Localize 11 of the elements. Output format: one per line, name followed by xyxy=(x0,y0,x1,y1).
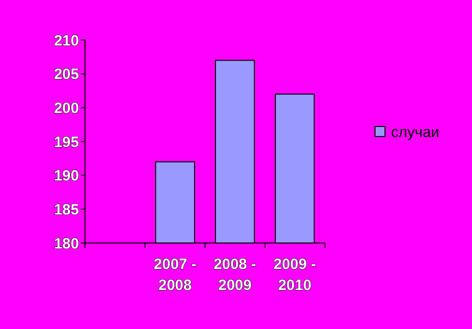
y-tick-label: 185 xyxy=(54,201,79,218)
y-tick-label: 195 xyxy=(54,134,79,151)
y-tick-label: 180 xyxy=(54,235,79,252)
y-tick-label: 190 xyxy=(54,168,79,185)
x-tick-label: 2008 - 2009 xyxy=(214,256,256,294)
y-tick-label: 210 xyxy=(54,32,79,50)
y-tick-label: 205 xyxy=(54,66,79,84)
x-tick-label: 2007 - 2008 xyxy=(154,256,196,294)
legend-label: случаи xyxy=(391,124,440,141)
y-tick-label: 200 xyxy=(54,100,79,117)
x-tick-label: 2009 - 2010 xyxy=(274,256,316,294)
